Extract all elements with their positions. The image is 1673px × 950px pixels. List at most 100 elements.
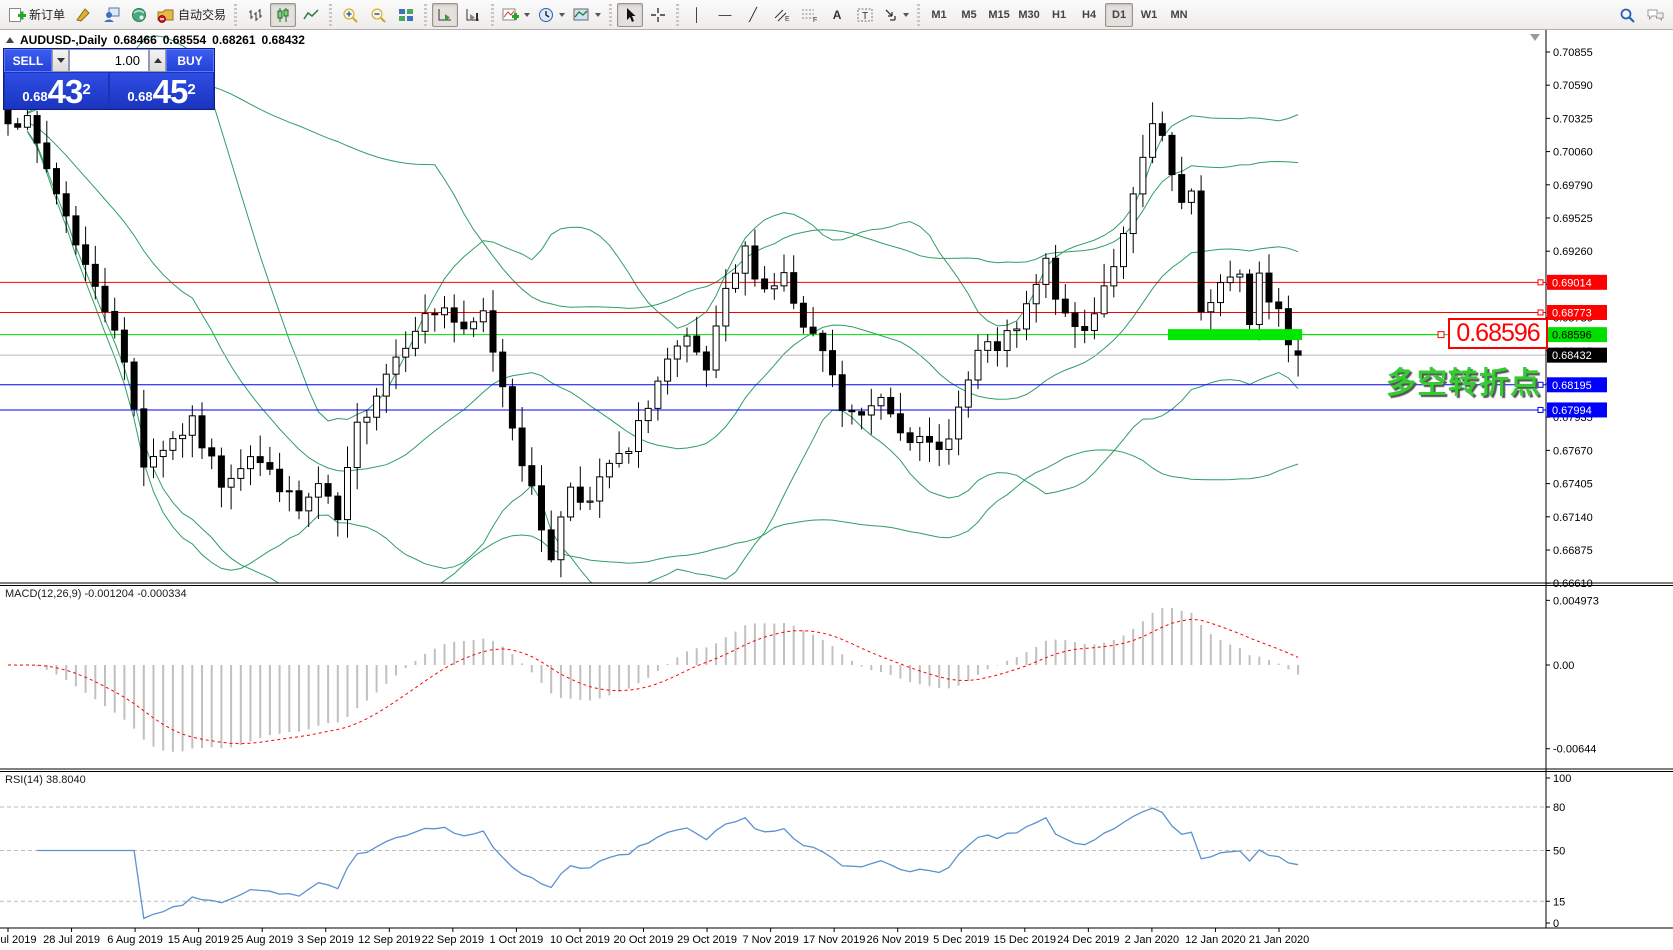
svg-text:0.67670: 0.67670 — [1553, 445, 1593, 457]
autotrading-button[interactable]: 自动交易 — [154, 3, 229, 27]
arrows-button[interactable] — [880, 3, 912, 27]
metaeditor-button[interactable] — [70, 3, 96, 27]
toolbar-separator — [489, 3, 497, 26]
vertical-line-icon: │ — [692, 7, 702, 22]
cursor-button[interactable] — [617, 2, 644, 27]
tile-windows-button[interactable] — [393, 3, 419, 27]
text-button[interactable]: A — [824, 3, 850, 27]
buy-price-big: 45 — [152, 73, 189, 110]
svg-text:29 Oct 2019: 29 Oct 2019 — [677, 934, 737, 946]
quill-icon — [76, 7, 90, 22]
macd-indicator-label: MACD(12,26,9) -0.001204 -0.000334 — [5, 588, 187, 600]
sell-price-sup: 2 — [82, 81, 91, 98]
svg-text:10 Oct 2019: 10 Oct 2019 — [550, 934, 610, 946]
bar-chart-icon — [249, 8, 263, 21]
chat-button[interactable] — [1642, 3, 1668, 27]
indicators-button[interactable] — [499, 3, 533, 27]
candlestick-chart-button[interactable] — [270, 2, 297, 27]
timeframe-button-mn[interactable]: MN — [1170, 8, 1188, 21]
toolbar-separator — [422, 3, 430, 26]
svg-text:0.68195: 0.68195 — [1552, 380, 1592, 392]
volume-down-button[interactable] — [52, 49, 69, 72]
chart-title: AUDUSD-,Daily 0.68466 0.68554 0.68261 0.… — [6, 33, 305, 47]
macd-histogram — [16, 607, 1300, 752]
timeframe-button-w1[interactable]: W1 — [1140, 8, 1158, 21]
timeframe-button-m5[interactable]: M5 — [961, 8, 977, 21]
zoom-in-button[interactable] — [337, 3, 363, 27]
new-order-button[interactable]: 新订单 — [5, 3, 68, 27]
timeframe-button-m1[interactable]: M1 — [931, 8, 947, 21]
svg-text:T: T — [862, 11, 868, 22]
globe-icon — [132, 7, 147, 22]
volume-input[interactable]: 1.00 — [69, 49, 149, 72]
mql5-community-button[interactable] — [98, 3, 124, 27]
equidistant-channel-button[interactable]: E — [768, 3, 794, 27]
indicators-icon — [502, 8, 520, 20]
volume-up-button[interactable] — [149, 49, 166, 72]
autoscroll-icon — [438, 8, 452, 21]
rsi-levels — [0, 806, 1546, 902]
fibonacci-button[interactable]: F — [796, 3, 822, 27]
text-label-button[interactable]: T — [852, 3, 878, 27]
buy-price-small: 0.68 — [127, 89, 153, 104]
buy-button[interactable]: BUY — [166, 49, 214, 72]
crosshair-icon — [651, 7, 666, 22]
text-icon: A — [832, 7, 842, 22]
turning-point-note[interactable]: 多空转折点 — [1386, 367, 1541, 400]
chart-shift-marker — [1530, 34, 1540, 41]
search-button[interactable] — [1614, 3, 1640, 27]
cursor-icon — [627, 7, 636, 22]
bar-chart-button[interactable] — [242, 3, 268, 27]
arrows-icon — [885, 9, 896, 21]
collapse-icon[interactable] — [6, 37, 14, 43]
svg-text:0.67405: 0.67405 — [1553, 479, 1593, 491]
clock-icon — [539, 7, 554, 22]
person-icon — [103, 7, 120, 22]
svg-text:0.70590: 0.70590 — [1553, 80, 1593, 92]
svg-text:5 Dec 2019: 5 Dec 2019 — [933, 934, 989, 946]
autotrading-icon — [157, 9, 174, 23]
templates-button[interactable] — [570, 3, 604, 27]
svg-text:0.67140: 0.67140 — [1553, 512, 1593, 524]
line-chart-button[interactable] — [298, 3, 324, 27]
timeframe-button-h4[interactable]: H4 — [1082, 8, 1097, 21]
timeframe-button-d1[interactable]: D1 — [1105, 2, 1134, 27]
trendline-button[interactable]: ╱ — [740, 3, 766, 27]
svg-text:17 Nov 2019: 17 Nov 2019 — [803, 934, 865, 946]
svg-text:100: 100 — [1553, 773, 1571, 785]
zoom-out-button[interactable] — [365, 3, 391, 27]
chart-shift-button[interactable] — [460, 3, 486, 27]
zoom-out-icon — [371, 8, 386, 23]
line-chart-icon — [303, 8, 319, 19]
level-lines — [0, 281, 1546, 411]
arrow-up-icon — [153, 58, 162, 63]
new-order-icon — [9, 7, 26, 22]
horizontal-line-button[interactable]: — — [712, 3, 738, 27]
caret-icon — [903, 12, 910, 17]
svg-text:0.66875: 0.66875 — [1553, 545, 1593, 557]
svg-text:0.66610: 0.66610 — [1553, 578, 1593, 590]
buy-price[interactable]: 0.68 45 2 — [110, 73, 213, 108]
market-button[interactable] — [126, 3, 152, 27]
timeframe-button-m15[interactable]: M15 — [988, 8, 1010, 21]
price-level-labels: 0.69014 0.68773 0.68596 0.68432 0.68195 0.679… — [1537, 274, 1607, 418]
sell-button[interactable]: SELL — [4, 49, 52, 72]
timeframe-button-h1[interactable]: H1 — [1052, 8, 1067, 21]
price-annotation-box[interactable]: 0.68596 — [1448, 318, 1548, 349]
ohlc-low: 0.68261 — [212, 33, 256, 47]
timeframe-button-m30[interactable]: M30 — [1018, 8, 1040, 21]
vertical-line-button[interactable]: │ — [684, 3, 710, 27]
svg-text:0.69014: 0.69014 — [1552, 277, 1592, 289]
autoscroll-button[interactable] — [432, 2, 459, 27]
svg-text:15: 15 — [1553, 896, 1565, 908]
crosshair-button[interactable] — [645, 3, 671, 27]
svg-text:50: 50 — [1553, 846, 1565, 858]
rsi-line — [37, 807, 1299, 920]
svg-text:0.004973: 0.004973 — [1553, 595, 1599, 607]
periods-button[interactable] — [535, 3, 568, 27]
rsi-axis: 100 80 50 15 0 — [1546, 773, 1571, 930]
chat-icon — [1647, 9, 1663, 21]
sell-price[interactable]: 0.68 43 2 — [5, 73, 108, 108]
svg-text:0.69525: 0.69525 — [1553, 213, 1593, 225]
